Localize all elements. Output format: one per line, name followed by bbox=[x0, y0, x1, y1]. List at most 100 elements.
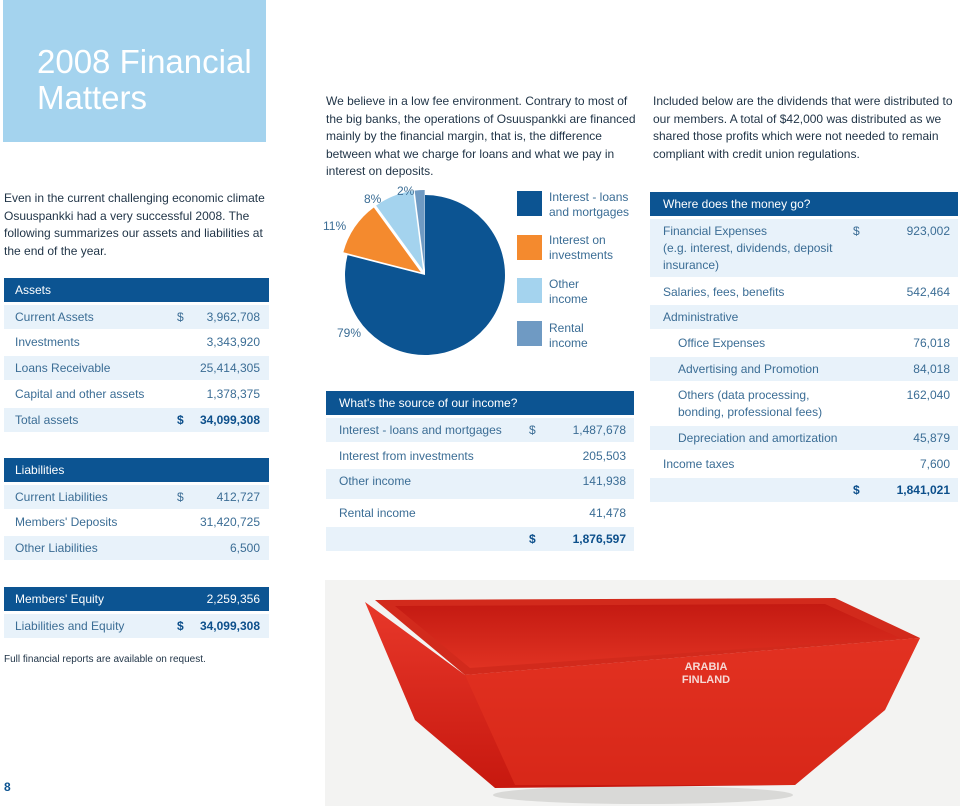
legend-line: and mortgages bbox=[549, 205, 630, 219]
legend-line: Rental bbox=[549, 321, 584, 335]
total-label: Total assets bbox=[15, 413, 79, 427]
total-currency: $ bbox=[177, 413, 184, 427]
legend-line: Interest - loans bbox=[549, 190, 629, 204]
income-heading: What's the source of our income? bbox=[339, 396, 518, 410]
legend-swatch-other bbox=[517, 278, 542, 303]
pie-label-rental: 2% bbox=[397, 184, 415, 198]
red-bowl-image: ARABIA FINLAND bbox=[365, 598, 920, 804]
table-row: Salaries, fees, benefits 542,464 bbox=[650, 280, 958, 304]
pie-slice-investments bbox=[343, 207, 421, 273]
table-row: Investments 3,343,920 bbox=[4, 330, 269, 354]
bowl-inside bbox=[395, 604, 900, 668]
row-value: 3,343,920 bbox=[206, 335, 260, 349]
row-label: Current Liabilities bbox=[15, 490, 108, 504]
row-label: Members' Deposits bbox=[15, 515, 118, 529]
climate-paragraph: Even in the current challenging economic… bbox=[4, 191, 265, 258]
total-value: 34,099,308 bbox=[199, 413, 260, 427]
row-value: 412,727 bbox=[216, 490, 260, 504]
row-value: 205,503 bbox=[582, 449, 626, 463]
row-value: 542,464 bbox=[906, 285, 950, 299]
members-equity-row: Members' Equity 2,259,356 bbox=[4, 587, 269, 611]
total-currency: $ bbox=[853, 483, 860, 497]
bowl-front-face bbox=[465, 638, 920, 785]
title-banner bbox=[3, 0, 266, 142]
row-label: Advertising and Promotion bbox=[678, 362, 819, 376]
expenses-heading: Where does the money go? bbox=[663, 197, 811, 211]
row-currency: $ bbox=[853, 224, 860, 238]
equity-label: Members' Equity bbox=[15, 592, 104, 606]
total-currency: $ bbox=[529, 532, 536, 546]
legend-swatch-rental bbox=[517, 321, 542, 346]
table-row: Current Liabilities $ 412,727 bbox=[4, 485, 269, 509]
assets-table: Assets Current Assets $ 3,962,708 Invest… bbox=[4, 278, 269, 438]
row-currency: $ bbox=[177, 490, 184, 504]
total-label: Liabilities and Equity bbox=[15, 619, 125, 633]
row-label: Interest from investments bbox=[339, 449, 474, 463]
income-pie-chart bbox=[343, 190, 505, 355]
row-value: 1,378,375 bbox=[206, 387, 260, 401]
total-value: 1,841,021 bbox=[896, 483, 950, 497]
table-row: Administrative bbox=[650, 305, 958, 329]
row-value: 31,420,725 bbox=[199, 515, 260, 529]
bowl-photo: ARABIA FINLAND bbox=[325, 580, 960, 806]
table-row: Income taxes 7,600 bbox=[650, 452, 958, 476]
table-row: Office Expenses 76,018 bbox=[650, 331, 958, 355]
row-label: Salaries, fees, benefits bbox=[663, 285, 785, 299]
label-line: bonding, professional fees) bbox=[678, 405, 823, 419]
pie-label-loans: 79% bbox=[337, 326, 362, 340]
row-currency: $ bbox=[177, 310, 184, 324]
row-value: 6,500 bbox=[229, 541, 260, 555]
income-table: What's the source of our income? Interes… bbox=[326, 391, 634, 551]
table-row: Financial Expenses (e.g. interest, divid… bbox=[650, 219, 958, 277]
reports-note: Full financial reports are available on … bbox=[4, 654, 206, 665]
income-heading-row: What's the source of our income? bbox=[326, 391, 634, 415]
table-row: Others (data processing, bonding, profes… bbox=[650, 383, 958, 421]
page-title-line1: 2008 Financial bbox=[37, 43, 252, 80]
row-label: Administrative bbox=[663, 310, 739, 324]
pie-label-investments: 11% bbox=[323, 219, 347, 233]
legend-label-other: Other income bbox=[549, 277, 588, 307]
table-row: Capital and other assets 1,378,375 bbox=[4, 382, 269, 406]
row-value: 7,600 bbox=[919, 457, 950, 471]
row-label: Interest - loans and mortgages bbox=[339, 423, 502, 437]
row-currency: $ bbox=[529, 423, 536, 437]
row-label: Income taxes bbox=[663, 457, 735, 471]
label-line: (e.g. interest, dividends, deposit bbox=[663, 241, 833, 255]
row-value: 41,478 bbox=[589, 506, 626, 520]
table-row: Other income 141,938 bbox=[326, 469, 634, 499]
row-label: Loans Receivable bbox=[15, 361, 111, 375]
row-label: Others (data processing, bonding, profes… bbox=[678, 387, 822, 421]
expenses-total-row: $ 1,841,021 bbox=[650, 478, 958, 502]
fee-paragraph: We believe in a low fee environment. Con… bbox=[326, 94, 636, 178]
table-row: Advertising and Promotion 84,018 bbox=[650, 357, 958, 381]
legend-line: investments bbox=[549, 248, 614, 262]
income-total-row: $ 1,876,597 bbox=[326, 527, 634, 551]
row-value: 45,879 bbox=[913, 431, 950, 445]
expenses-table: Where does the money go? Financial Expen… bbox=[650, 192, 958, 508]
legend-label-investments: Interest on investments bbox=[549, 233, 613, 263]
label-line: Others (data processing, bbox=[678, 388, 810, 402]
legend-line: Interest on bbox=[549, 233, 606, 247]
table-row: Interest - loans and mortgages $ 1,487,6… bbox=[326, 418, 634, 442]
table-row: Members' Deposits 31,420,725 bbox=[4, 510, 269, 534]
row-value: 84,018 bbox=[913, 362, 950, 376]
brand-logo-line2: FINLAND bbox=[682, 674, 730, 686]
total-value: 1,876,597 bbox=[572, 532, 626, 546]
row-value: 25,414,305 bbox=[199, 361, 260, 375]
total-currency: $ bbox=[177, 619, 184, 633]
row-label: Current Assets bbox=[15, 310, 94, 324]
legend-label-rental: Rental income bbox=[549, 321, 588, 351]
label-line: insurance) bbox=[663, 258, 720, 272]
total-assets-row: Total assets $ 34,099,308 bbox=[4, 408, 269, 432]
table-row: Other Liabilities 6,500 bbox=[4, 536, 269, 560]
table-row: Rental income 41,478 bbox=[326, 501, 634, 525]
dividends-paragraph: Included below are the dividends that we… bbox=[653, 94, 953, 161]
row-label: Financial Expenses (e.g. interest, divid… bbox=[663, 223, 832, 274]
page-title: 2008 Financial Matters bbox=[37, 44, 252, 116]
row-label: Rental income bbox=[339, 506, 416, 520]
row-value: 923,002 bbox=[906, 224, 950, 238]
equity-table: Members' Equity 2,259,356 Liabilities an… bbox=[4, 587, 269, 639]
row-label: Office Expenses bbox=[678, 336, 766, 350]
page-number: 8 bbox=[4, 780, 11, 794]
legend-swatch-investments bbox=[517, 235, 542, 260]
